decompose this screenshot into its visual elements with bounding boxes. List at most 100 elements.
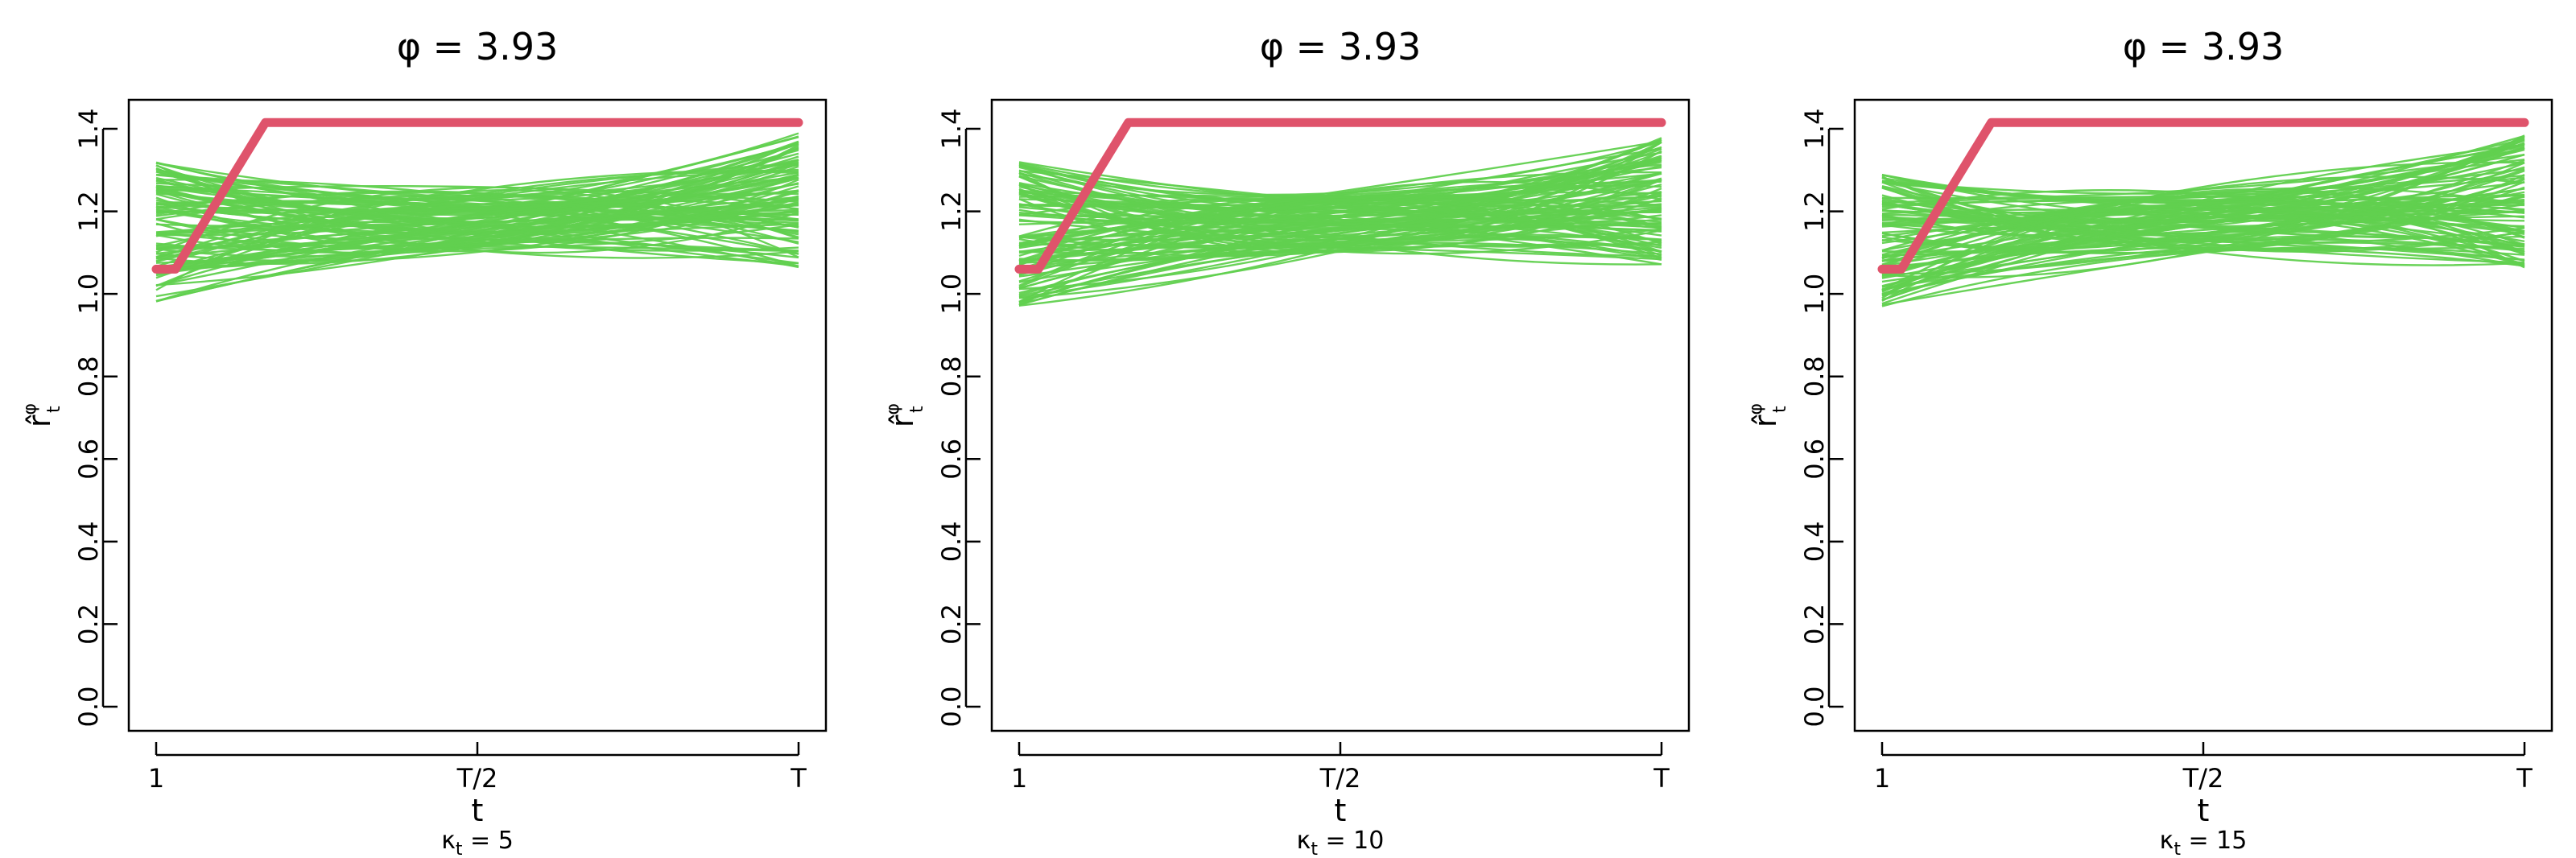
simulation-lines bbox=[1881, 134, 2525, 307]
kappa-caption: κt = 5 bbox=[441, 827, 514, 858]
simulation-line bbox=[155, 169, 799, 262]
simulation-line bbox=[1881, 195, 2525, 204]
y-tick-label: 0.0 bbox=[73, 687, 104, 728]
y-tick-label: 1.4 bbox=[1799, 109, 1830, 150]
y-tick-label: 1.0 bbox=[1799, 274, 1830, 315]
x-tick-label: T bbox=[790, 763, 807, 794]
simulation-line bbox=[1018, 200, 1662, 306]
simulation-line bbox=[1018, 159, 1662, 199]
y-tick-label: 0.4 bbox=[936, 521, 967, 562]
simulation-line bbox=[155, 144, 799, 254]
simulation-line bbox=[155, 176, 799, 270]
y-tick-label: 0.0 bbox=[936, 687, 967, 728]
simulation-line bbox=[155, 208, 799, 227]
x-tick-label: 1 bbox=[1874, 763, 1890, 794]
x-tick-label: 1 bbox=[1011, 763, 1027, 794]
kappa-caption: κt = 10 bbox=[1297, 827, 1385, 858]
y-tick-label: 0.2 bbox=[73, 604, 104, 645]
kappa-symbol: κ bbox=[441, 827, 456, 855]
y-tick-label: 1.2 bbox=[73, 191, 104, 232]
y-axis-label: r̂φ t bbox=[20, 403, 64, 427]
y-label-main: r̂ bbox=[885, 415, 920, 427]
simulation-line bbox=[1018, 171, 1662, 270]
simulation-lines bbox=[155, 132, 799, 303]
simulation-line bbox=[1018, 140, 1662, 238]
y-axis-label: r̂φ t bbox=[883, 403, 927, 427]
y-label-main: r̂ bbox=[22, 415, 57, 427]
simulation-line bbox=[155, 224, 799, 250]
x-tick-label: T/2 bbox=[2182, 763, 2224, 794]
y-tick-label: 0.4 bbox=[1799, 521, 1830, 562]
y-tick-label: 0.0 bbox=[1799, 687, 1830, 728]
y-label-sub: t bbox=[907, 406, 927, 413]
y-tick-label: 0.4 bbox=[73, 521, 104, 562]
y-tick-label: 1.0 bbox=[73, 274, 104, 315]
kappa-value: = 5 bbox=[463, 827, 514, 855]
simulation-line bbox=[1881, 161, 2525, 272]
chart-panel-1: φ = 3.930.00.20.40.60.81.01.21.41 T/2 Ttκt… bbox=[20, 25, 828, 858]
simulation-line bbox=[1881, 198, 2525, 297]
y-tick-label: 0.2 bbox=[1799, 604, 1830, 645]
chart-panel-3: φ = 3.930.00.20.40.60.81.01.21.41 T/2 Ttκt… bbox=[1746, 25, 2553, 858]
simulation-line bbox=[1018, 161, 1662, 229]
kappa-subscript: t bbox=[2174, 839, 2181, 858]
simulation-line bbox=[155, 142, 799, 235]
plot-frame bbox=[127, 98, 828, 732]
chart-title: φ = 3.93 bbox=[397, 25, 559, 68]
simulation-line bbox=[1018, 237, 1662, 295]
y-tick-label: 1.4 bbox=[936, 109, 967, 150]
chart-panel-2: φ = 3.930.00.20.40.60.81.01.21.41 T/2 Ttκt… bbox=[883, 25, 1690, 858]
x-tick-label: T/2 bbox=[1319, 763, 1361, 794]
kappa-caption: κt = 15 bbox=[2160, 827, 2248, 858]
simulation-line bbox=[155, 241, 799, 272]
series-line-observed bbox=[151, 118, 803, 274]
simulation-line bbox=[1881, 198, 2525, 302]
series-line-observed bbox=[1014, 118, 1666, 274]
simulation-line bbox=[155, 162, 799, 298]
simulation-line bbox=[155, 171, 799, 229]
kappa-subscript: t bbox=[456, 839, 463, 858]
y-label-sub: t bbox=[44, 406, 64, 413]
x-tick-label: T/2 bbox=[456, 763, 498, 794]
simulation-line bbox=[155, 237, 799, 275]
simulation-line bbox=[1881, 217, 2525, 267]
simulation-line bbox=[1881, 235, 2525, 291]
y-tick-label: 1.4 bbox=[73, 109, 104, 150]
series-line-observed bbox=[1877, 118, 2529, 274]
y-label-sup: φ bbox=[883, 403, 903, 415]
simulation-line bbox=[1018, 225, 1662, 244]
simulation-line bbox=[1018, 172, 1662, 223]
y-tick-label: 1.2 bbox=[936, 191, 967, 232]
simulation-line bbox=[1881, 186, 2525, 266]
simulation-line bbox=[1018, 163, 1662, 290]
y-axis-label: r̂φ t bbox=[1746, 403, 1790, 427]
y-label-sup: φ bbox=[20, 403, 40, 415]
plot-frame bbox=[1853, 98, 2553, 732]
simulation-line bbox=[1018, 203, 1662, 241]
kappa-value: = 10 bbox=[1318, 827, 1384, 855]
x-axis-label: t bbox=[472, 793, 484, 828]
y-label-sub: t bbox=[1770, 406, 1790, 413]
simulation-line bbox=[1881, 153, 2525, 200]
y-tick-label: 0.6 bbox=[936, 439, 967, 480]
y-tick-label: 1.0 bbox=[936, 274, 967, 315]
simulation-line bbox=[1018, 191, 1662, 266]
simulation-line bbox=[1881, 176, 2525, 228]
chart-title: φ = 3.93 bbox=[1260, 25, 1422, 68]
y-tick-label: 0.6 bbox=[1799, 439, 1830, 480]
y-label-main: r̂ bbox=[1748, 415, 1783, 427]
simulation-line bbox=[1881, 179, 2525, 216]
y-tick-label: 0.2 bbox=[936, 604, 967, 645]
y-tick-label: 0.8 bbox=[936, 356, 967, 397]
y-tick-label: 0.8 bbox=[1799, 356, 1830, 397]
simulation-lines bbox=[1018, 137, 1662, 307]
simulation-line bbox=[155, 176, 799, 265]
kappa-subscript: t bbox=[1311, 839, 1318, 858]
x-tick-label: T bbox=[1653, 763, 1670, 794]
kappa-symbol: κ bbox=[2160, 827, 2174, 855]
simulation-line bbox=[1018, 141, 1662, 254]
plot-frame bbox=[990, 98, 1690, 732]
y-tick-label: 1.2 bbox=[1799, 191, 1830, 232]
simulation-line bbox=[1018, 177, 1662, 262]
